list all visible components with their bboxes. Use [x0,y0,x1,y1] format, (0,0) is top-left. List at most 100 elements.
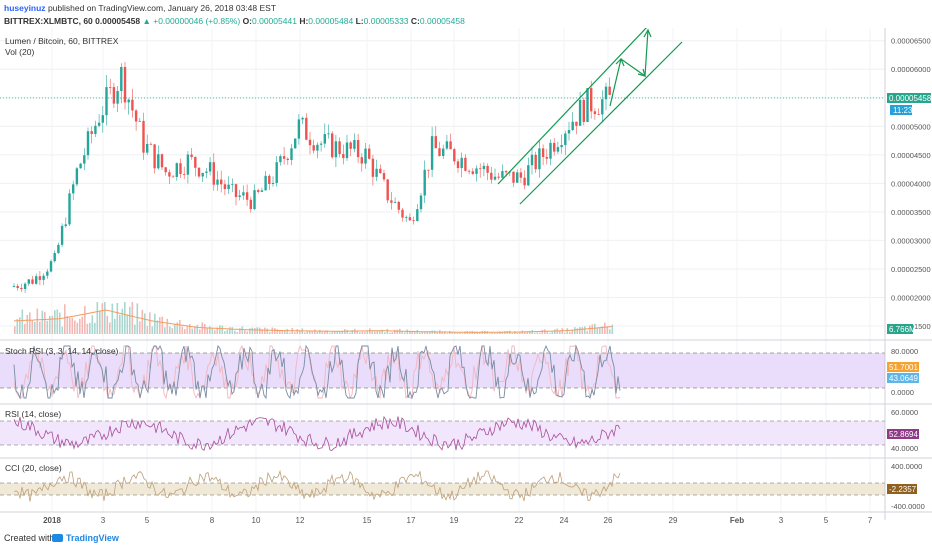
volume-legend[interactable]: Vol (20) [5,47,34,57]
candle-body [183,173,186,175]
projection-arrows[interactable] [609,28,652,107]
candle-body [364,148,367,164]
tradingview-logo-icon [52,534,63,542]
volume-bar [241,326,244,334]
volume-bar [441,331,444,334]
candle-body [504,171,508,173]
volume-bar [316,331,319,334]
time-tick: 3 [101,516,106,525]
volume-bar [134,324,136,334]
candle-body [501,171,504,178]
candle-body [449,141,452,150]
candle-body [419,195,423,210]
channel-upper-line[interactable] [497,28,648,185]
candle-body [590,88,593,112]
channel-lower-line[interactable] [519,41,683,205]
time-tick: 5 [824,516,829,525]
volume-bar [194,327,196,334]
candle-body [68,193,71,225]
candle-body [530,154,534,166]
candle-body [212,162,215,185]
candle-body [112,87,116,104]
svg-text:-2.2357: -2.2357 [889,485,917,494]
svg-text:0.00005458: 0.00005458 [889,94,932,103]
stoch-legend[interactable]: Stoch RSI (3, 3, 14, 14, close) [5,346,119,356]
main-legend[interactable]: Lumen / Bitcoin, 60, BITTREX [5,36,119,46]
volume-bar [106,315,109,334]
price-badge: 0.00005458 [887,93,932,103]
low-label: L: [355,16,364,26]
volume-bar [264,327,266,334]
projection-path[interactable] [609,29,649,107]
candle-body [490,172,493,180]
volume-bar [429,331,431,334]
volume-bar [604,322,606,334]
published-text: published on TradingView.com, January 26… [47,3,277,13]
volume-bar [71,317,74,334]
candle-body [493,176,497,180]
volume-bar [21,309,24,334]
volume-bar [599,328,601,334]
arrowhead-1 [615,57,625,67]
time-tick: 8 [210,516,215,525]
candle-body [290,148,293,161]
chart-canvas[interactable]: 0.000065000.000060000.000055000.00005000… [0,28,932,528]
volume-bar [104,302,106,334]
volume-bar [364,331,366,334]
candle-body [368,148,371,159]
volume-bar [294,332,296,334]
volume-bar [131,302,134,334]
volume-bar [144,313,146,334]
volume-bar [456,333,459,334]
candle-body [360,157,363,164]
volume-bar [326,330,329,334]
volume-bar [204,323,206,334]
candle-body [186,154,190,175]
candle-body [12,285,16,287]
candle-body [194,157,197,168]
volume-bar [376,330,379,334]
cci-legend[interactable]: CCI (20, close) [5,463,62,473]
volume-bar [219,325,221,334]
candle-body [131,99,134,111]
volume-bar [299,330,301,334]
symbol-name[interactable]: BITTREX:XLMBTC, 60 [4,16,93,26]
volume-bar [201,322,204,334]
volume-bar [496,332,499,334]
time-tick: 26 [604,516,613,525]
candle-body [571,121,574,131]
candle-body [171,176,175,178]
candle-body [401,209,404,218]
volume-bar [161,316,164,334]
volume-bar [459,332,461,334]
volume-bar [504,331,506,334]
volume-bar [489,333,491,334]
volume-bar [256,327,259,334]
candle-body [375,168,378,177]
volume-bar [94,322,96,334]
volume-bar [189,324,191,334]
candle-body [423,169,426,196]
candle-body [190,154,193,158]
time-axis[interactable]: 2018 3 5 8 10 12 15 17 19 22 24 26 29 Feb 3 5 7 [43,516,873,525]
candle-body [405,217,408,218]
volume-bar [581,327,584,334]
svg-text:51.7001: 51.7001 [889,363,918,372]
volume-bar [96,302,99,334]
volume-bar [56,309,59,334]
volume-bar [99,311,101,334]
author-link[interactable]: huseyinuz [4,3,46,13]
candle-body [516,172,519,183]
volume-bar [381,329,384,334]
price-tick: 0.00004500 [891,151,931,160]
rsi-legend[interactable]: RSI (14, close) [5,409,61,419]
ascending-channel[interactable] [497,28,683,205]
volume-bar [31,320,34,334]
volume-bar [269,331,271,334]
candle-body [23,283,27,290]
candle-body [386,179,389,201]
volume-bar [609,329,611,334]
tradingview-link[interactable]: TradingView [66,533,119,543]
candle-body [197,167,201,177]
volume-bar [231,327,234,334]
